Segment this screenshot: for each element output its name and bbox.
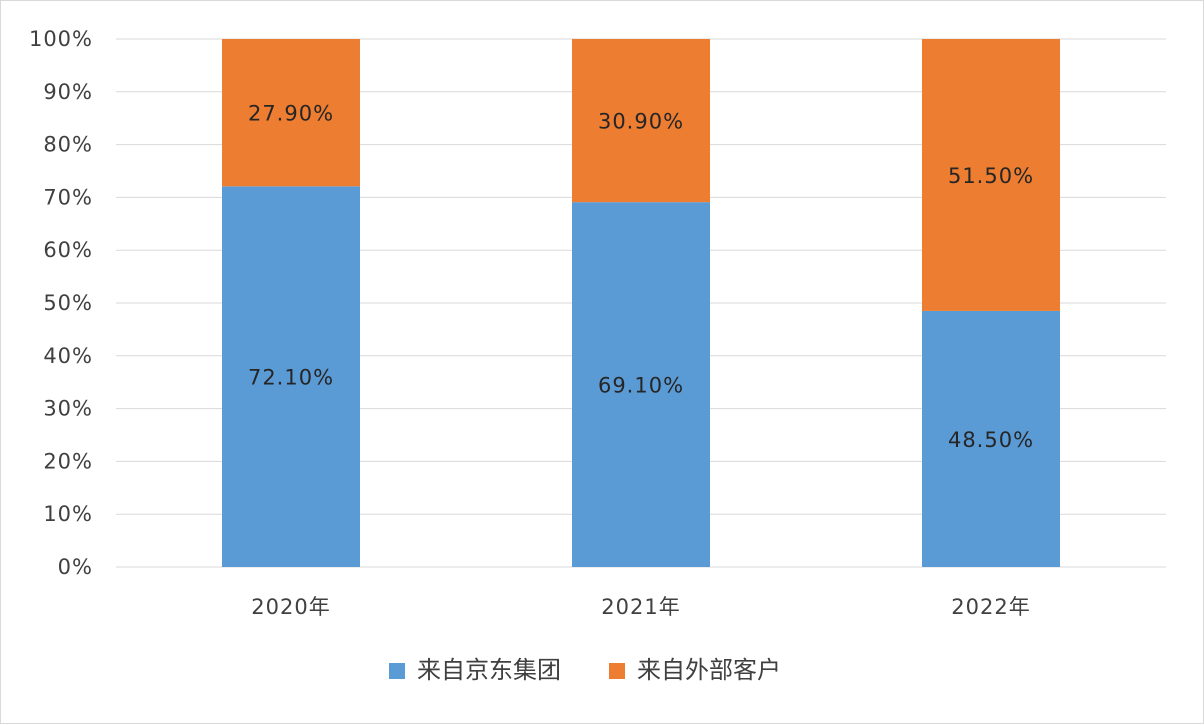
y-tick-label: 70% xyxy=(43,185,93,209)
data-label: 69.10% xyxy=(598,374,684,398)
y-tick-label: 80% xyxy=(43,133,93,157)
data-label: 27.90% xyxy=(248,102,334,126)
legend: 来自京东集团 来自外部客户 xyxy=(389,656,781,684)
y-axis: 0% 10% 20% 30% 40% 50% 60% 70% 80% 90% 100% xyxy=(29,27,93,579)
bar-segment xyxy=(922,310,1060,567)
bar-segment xyxy=(572,39,710,203)
y-tick-label: 0% xyxy=(58,555,93,579)
data-label: 30.90% xyxy=(598,110,684,134)
y-tick-label: 40% xyxy=(43,344,93,368)
legend-label: 来自京东集团 xyxy=(417,656,561,684)
bar-segment xyxy=(222,39,360,187)
data-label: 48.50% xyxy=(948,428,1034,452)
y-tick-label: 10% xyxy=(43,502,93,526)
data-label: 72.10% xyxy=(248,366,334,390)
x-tick-label: 2021年 xyxy=(601,595,680,619)
legend-swatch xyxy=(389,663,405,679)
data-label: 51.50% xyxy=(948,164,1034,188)
x-tick-label: 2022年 xyxy=(951,595,1030,619)
bar-segment xyxy=(922,39,1060,311)
y-tick-label: 20% xyxy=(43,449,93,473)
bars: 72.10% 27.90% 69.10% 30.90% 48.50% 51.50% xyxy=(222,39,1060,568)
x-tick-label: 2020年 xyxy=(251,595,330,619)
y-tick-label: 50% xyxy=(43,291,93,315)
y-tick-label: 60% xyxy=(43,238,93,262)
legend-label: 来自外部客户 xyxy=(637,656,781,684)
legend-swatch xyxy=(609,663,625,679)
x-axis: 2020年 2021年 2022年 xyxy=(251,595,1030,619)
y-tick-label: 30% xyxy=(43,397,93,421)
y-tick-label: 90% xyxy=(43,80,93,104)
bar-segment xyxy=(572,202,710,568)
bar-segment xyxy=(222,186,360,567)
y-tick-label: 100% xyxy=(29,27,93,51)
